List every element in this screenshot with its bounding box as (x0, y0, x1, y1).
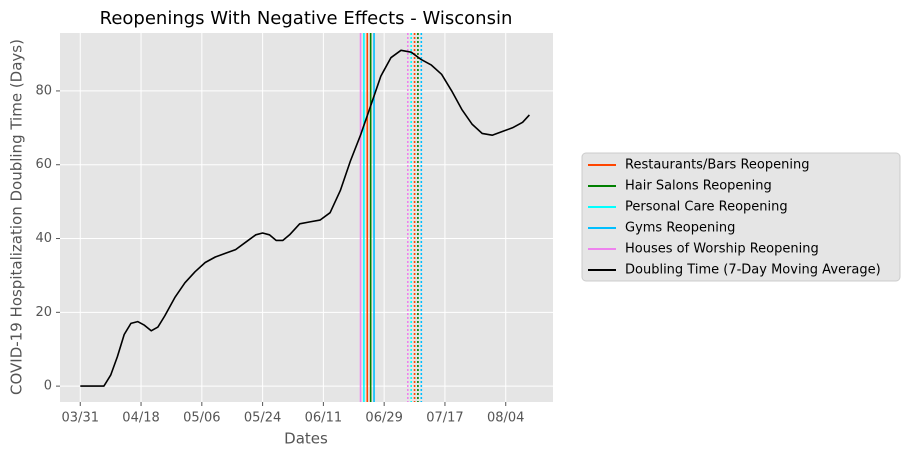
y-axis-label: COVID-19 Hospitalization Doubling Time (… (8, 39, 26, 395)
legend-label: Personal Care Reopening (625, 200, 788, 215)
x-tick-label: 07/17 (426, 411, 463, 426)
legend-label: Gyms Reopening (625, 221, 735, 236)
chart-title: Reopenings With Negative Effects - Wisco… (100, 8, 513, 29)
x-tick-label: 06/29 (365, 411, 402, 426)
y-tick-label: 80 (35, 83, 52, 98)
y-tick-label: 20 (35, 305, 52, 320)
x-axis-label: Dates (284, 430, 328, 448)
legend-label: Doubling Time (7-Day Moving Average) (625, 263, 881, 278)
legend-label: Hair Salons Reopening (625, 179, 772, 194)
x-tick-label: 04/18 (122, 411, 159, 426)
y-tick-label: 40 (35, 231, 52, 246)
legend-label: Houses of Worship Reopening (625, 242, 819, 257)
y-tick-label: 60 (35, 157, 52, 172)
plot-area (60, 33, 553, 402)
x-tick-label: 03/31 (62, 411, 99, 426)
x-tick-label: 08/04 (487, 411, 524, 426)
doubling-time-line (80, 49, 530, 387)
x-tick-label: 05/24 (244, 411, 281, 426)
y-tick-label: 0 (44, 379, 52, 394)
legend-box (581, 152, 901, 282)
legend-label: Restaurants/Bars Reopening (625, 158, 809, 173)
x-tick-label: 05/06 (183, 411, 220, 426)
x-tick-label: 06/11 (305, 411, 342, 426)
